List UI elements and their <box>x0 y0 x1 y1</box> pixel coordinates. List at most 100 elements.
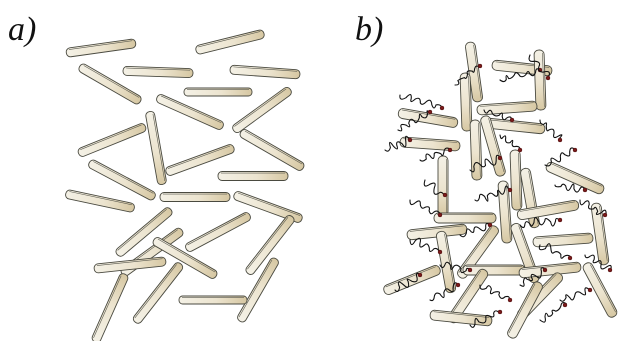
platelet <box>433 212 497 224</box>
anchor-point <box>417 272 423 278</box>
polymer-chain <box>483 109 513 121</box>
platelet <box>245 215 295 275</box>
platelet <box>229 64 301 80</box>
anchor-point <box>542 267 548 273</box>
anchor-point <box>545 75 551 81</box>
platelet <box>233 191 303 223</box>
anchor-point <box>507 297 513 303</box>
polymer-chain <box>397 110 430 132</box>
platelet <box>115 207 173 257</box>
anchor-point <box>517 147 523 153</box>
polymer-chain <box>528 54 550 78</box>
polymer-chain <box>519 217 561 229</box>
platelet <box>239 129 305 171</box>
platelet <box>232 86 292 134</box>
anchor-point <box>442 192 448 198</box>
platelet <box>383 265 441 295</box>
polymer-chain <box>544 147 576 167</box>
anchor-point <box>557 217 563 223</box>
polymer-chain <box>399 94 444 110</box>
anchor-point <box>427 109 433 115</box>
anchor-point <box>562 302 568 308</box>
platelet <box>78 63 142 105</box>
platelet <box>480 115 506 177</box>
polymer-chain <box>454 65 480 86</box>
polymer-chain <box>539 301 567 323</box>
platelet <box>165 144 235 176</box>
polymer-chain <box>394 272 422 292</box>
platelet <box>88 159 156 201</box>
anchor-point <box>467 267 473 273</box>
platelet <box>122 65 194 79</box>
platelet <box>77 123 147 157</box>
platelet <box>152 237 218 279</box>
platelet <box>518 261 582 279</box>
platelet <box>532 232 594 248</box>
anchor-point <box>602 212 608 218</box>
polymer-chain <box>499 68 541 83</box>
polymer-chain <box>409 237 441 253</box>
panel-b-crosslinked-network <box>383 41 618 339</box>
polymer-chain <box>474 185 510 202</box>
polymer-chain <box>559 287 590 302</box>
platelet <box>65 38 137 58</box>
polymer-chain <box>538 243 572 259</box>
platelet <box>399 136 461 152</box>
platelet <box>429 309 493 327</box>
platelet <box>459 72 473 132</box>
polymer-chain <box>429 282 459 302</box>
panel-label-a: a) <box>8 11 36 48</box>
anchor-point <box>557 137 563 143</box>
anchor-point <box>407 137 413 143</box>
network-platelets <box>383 41 618 339</box>
polymer-chain <box>584 254 612 270</box>
polymer-chain <box>579 199 607 217</box>
panel-label-b: b) <box>355 11 383 48</box>
anchor-point <box>437 249 443 255</box>
polymer-chain <box>459 223 492 238</box>
polymer-chain <box>519 267 547 287</box>
platelet <box>590 202 610 266</box>
platelet <box>132 262 184 324</box>
anchor-point <box>582 187 588 193</box>
platelet <box>516 199 580 221</box>
platelet <box>217 171 289 181</box>
platelet <box>156 94 224 130</box>
anchor-point <box>477 63 483 69</box>
anchor-point <box>607 267 613 273</box>
polymer-chain <box>384 135 410 152</box>
platelet <box>437 155 449 217</box>
platelet <box>195 29 265 55</box>
anchor-point <box>487 222 493 228</box>
polymer-chain <box>469 154 501 173</box>
anchor-point <box>447 147 453 153</box>
anchor-point <box>507 187 513 193</box>
polymer-chain <box>469 310 501 328</box>
platelet <box>178 295 248 305</box>
polymer-chain <box>409 199 442 216</box>
platelet <box>435 230 457 294</box>
anchor-point <box>587 287 593 293</box>
platelet <box>65 189 135 213</box>
polymer-chain <box>439 261 472 274</box>
platelet <box>145 110 167 186</box>
anchor-point <box>567 255 573 261</box>
anchor-point <box>455 282 461 288</box>
platelet <box>93 256 167 274</box>
polymer-chain <box>479 284 510 301</box>
platelet <box>183 87 253 97</box>
polymer-chain <box>554 183 586 193</box>
platelet <box>159 192 231 202</box>
anchor-point <box>437 212 443 218</box>
platelet <box>497 180 513 244</box>
polymer-chain <box>539 119 563 140</box>
platelet <box>509 149 523 211</box>
platelet <box>469 119 483 181</box>
anchor-point <box>439 105 445 111</box>
polymer-chain <box>423 179 445 197</box>
panel-a-dispersed-platelets <box>65 29 305 341</box>
platelet <box>462 264 526 276</box>
platelet <box>533 49 547 111</box>
anchor-point <box>509 117 515 123</box>
